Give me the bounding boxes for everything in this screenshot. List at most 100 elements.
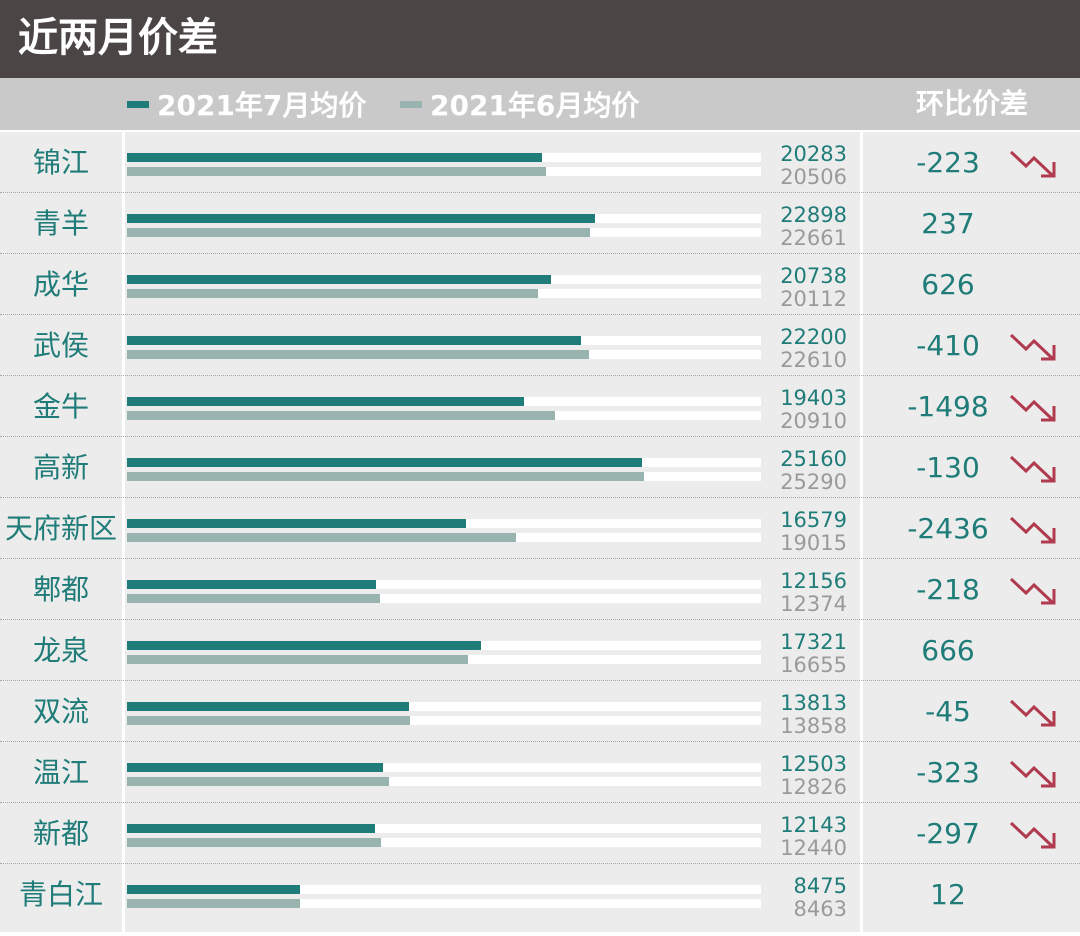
value-label-current: 13813 <box>780 691 847 715</box>
value-label-previous: 20506 <box>780 165 847 189</box>
chart-row: 天府新区 16579 19015 -2436 <box>0 497 1080 559</box>
value-label-previous: 22610 <box>780 348 847 372</box>
title-bar: 近两月价差 <box>0 0 1080 78</box>
chart-row: 青羊 22898 22661 237 <box>0 192 1080 254</box>
chart-row: 双流 13813 13858 -45 <box>0 680 1080 742</box>
bar-current <box>127 336 582 345</box>
chart-row: 温江 12503 12826 -323 <box>0 741 1080 803</box>
chart-row: 成华 20738 20112 626 <box>0 253 1080 315</box>
bar-previous <box>127 411 555 420</box>
value-label-previous: 12374 <box>780 592 847 616</box>
row-separator <box>0 741 1080 742</box>
legend-swatch-previous <box>400 100 422 108</box>
price-diff-value: -45 <box>925 695 971 728</box>
bar-current <box>127 214 596 223</box>
chart-row: 锦江 20283 20506 -223 <box>0 132 1080 193</box>
value-label-previous: 16655 <box>780 653 847 677</box>
district-label: 高新 <box>32 451 89 484</box>
value-label-current: 22898 <box>780 203 847 227</box>
bar-previous <box>127 838 382 847</box>
trend-down-icon <box>1009 821 1056 849</box>
value-label-current: 20738 <box>780 264 847 288</box>
header-bar: 2021年7月均价 2021年6月均价 环比价差 <box>0 78 1080 130</box>
legend-item-previous: 2021年6月均价 <box>400 78 639 130</box>
bar-previous <box>127 716 411 725</box>
bar-track <box>127 824 761 833</box>
bar-current <box>127 885 301 894</box>
bar-current <box>127 153 542 162</box>
bar-track <box>127 838 761 847</box>
chart-row: 高新 25160 25290 -130 <box>0 436 1080 498</box>
district-label: 温江 <box>32 756 89 789</box>
legend-label-previous: 2021年6月均价 <box>430 89 640 122</box>
district-label: 青白江 <box>18 878 103 911</box>
chart-row: 郫都 12156 12374 -218 <box>0 558 1080 620</box>
district-label: 龙泉 <box>32 634 89 667</box>
row-separator <box>0 802 1080 803</box>
value-label-previous: 19015 <box>780 531 847 555</box>
value-label-current: 25160 <box>780 447 847 471</box>
bar-previous <box>127 777 390 786</box>
trend-down-icon <box>1009 394 1056 422</box>
district-label: 郫都 <box>32 573 89 606</box>
value-label-previous: 12826 <box>780 775 847 799</box>
value-label-previous: 12440 <box>780 836 847 860</box>
row-separator <box>0 192 1080 193</box>
district-label: 青羊 <box>32 207 89 240</box>
bar-track <box>127 763 761 772</box>
value-label-previous: 13858 <box>780 714 847 738</box>
chart-row: 金牛 19403 20910 -1498 <box>0 375 1080 437</box>
bar-previous <box>127 350 590 359</box>
chart-row: 新都 12143 12440 -297 <box>0 802 1080 864</box>
district-label: 天府新区 <box>4 512 117 545</box>
value-label-previous: 20112 <box>780 287 847 311</box>
price-diff-value: -2436 <box>907 512 989 545</box>
legend-item-current: 2021年7月均价 <box>127 78 366 130</box>
district-label: 武侯 <box>32 329 89 362</box>
trend-down-icon <box>1009 333 1056 361</box>
bar-previous <box>127 594 381 603</box>
value-label-previous: 8463 <box>793 897 847 921</box>
row-separator <box>0 314 1080 315</box>
district-label: 金牛 <box>32 390 89 423</box>
bar-current <box>127 702 410 711</box>
bar-current <box>127 580 376 589</box>
district-label: 成华 <box>32 268 89 301</box>
trend-down-icon <box>1009 760 1056 788</box>
bar-track <box>127 702 761 711</box>
row-separator <box>0 619 1080 620</box>
row-separator <box>0 680 1080 681</box>
value-label-current: 12503 <box>780 752 847 776</box>
price-diff-value: -130 <box>916 451 980 484</box>
bar-current <box>127 458 642 467</box>
chart-row: 龙泉 17321 16655 666 <box>0 619 1080 681</box>
bar-previous <box>127 289 539 298</box>
bar-track <box>127 899 761 908</box>
bar-track <box>127 716 761 725</box>
bar-current <box>127 397 524 406</box>
bar-track <box>127 885 761 894</box>
bar-previous <box>127 167 547 176</box>
chart-row: 青白江 8475 8463 12 <box>0 863 1080 925</box>
price-diff-value: -297 <box>916 817 980 850</box>
trend-down-icon <box>1009 455 1056 483</box>
bar-previous <box>127 472 645 481</box>
bar-previous <box>127 899 301 908</box>
legend-label-current: 2021年7月均价 <box>157 89 367 122</box>
value-label-previous: 20910 <box>780 409 847 433</box>
bar-track <box>127 580 761 589</box>
value-label-current: 12143 <box>780 813 847 837</box>
row-separator <box>0 253 1080 254</box>
bar-current <box>127 519 467 528</box>
district-label: 双流 <box>32 695 89 728</box>
trend-down-icon <box>1009 577 1056 605</box>
price-diff-value: 626 <box>921 268 975 301</box>
bar-previous <box>127 533 516 542</box>
bar-previous <box>127 655 468 664</box>
price-diff-value: 12 <box>930 878 966 911</box>
value-label-current: 19403 <box>780 386 847 410</box>
row-separator <box>0 558 1080 559</box>
bar-current <box>127 763 383 772</box>
value-label-current: 22200 <box>780 325 847 349</box>
value-label-current: 16579 <box>780 508 847 532</box>
